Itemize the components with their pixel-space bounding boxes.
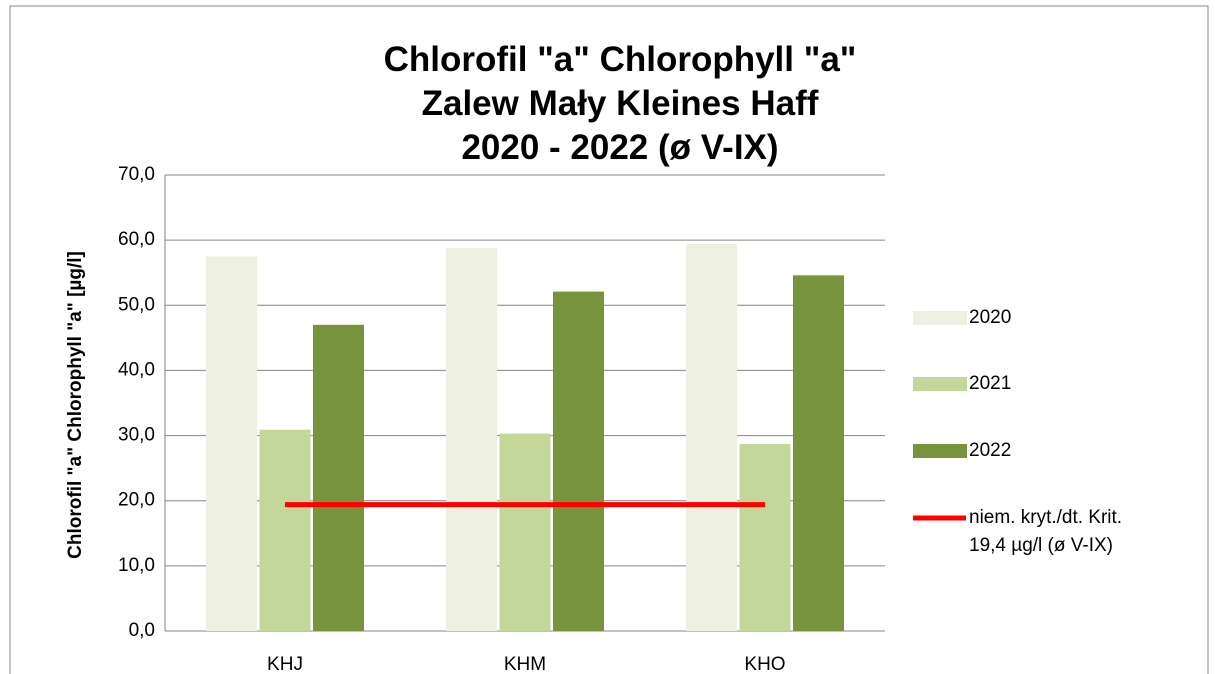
- legend-swatch: [913, 311, 967, 325]
- y-tick-label: 20,0: [118, 490, 155, 511]
- y-tick-label: 60,0: [118, 229, 155, 250]
- bar: [259, 429, 311, 631]
- x-tick-label: KHO: [744, 654, 785, 674]
- y-tick-label: 30,0: [118, 425, 155, 446]
- legend-swatch: [913, 377, 967, 391]
- chart-border: [9, 5, 1209, 674]
- y-tick-label: 0,0: [129, 620, 155, 641]
- bar: [313, 324, 364, 631]
- y-tick-label: 40,0: [118, 359, 155, 380]
- y-tick-label: 70,0: [118, 164, 155, 185]
- x-tick-label: KHM: [504, 654, 546, 674]
- legend-swatch: [913, 444, 967, 458]
- y-tick-label: 10,0: [118, 555, 155, 576]
- legend-label: 2022: [969, 440, 1012, 461]
- y-tick-label: 50,0: [118, 294, 155, 315]
- bar: [793, 275, 844, 631]
- legend-label: niem. kryt./dt. Krit. 19,4 µg/l (ø V-IX): [969, 507, 1123, 556]
- bar: [553, 291, 604, 631]
- bar: [739, 444, 791, 631]
- bar: [686, 244, 737, 631]
- bar: [206, 256, 257, 631]
- bar: [499, 433, 551, 631]
- bar: [446, 247, 497, 631]
- chart-title: Chlorofil "a" Chlorophyll "a" Zalew Mały…: [383, 40, 857, 167]
- legend-label: 2020: [969, 307, 1012, 328]
- x-tick-label: KHJ: [267, 654, 303, 674]
- y-axis-label: Chlorofil "a" Chlorophyll "a" [µg/l]: [65, 251, 86, 559]
- legend-label: 2021: [969, 373, 1012, 394]
